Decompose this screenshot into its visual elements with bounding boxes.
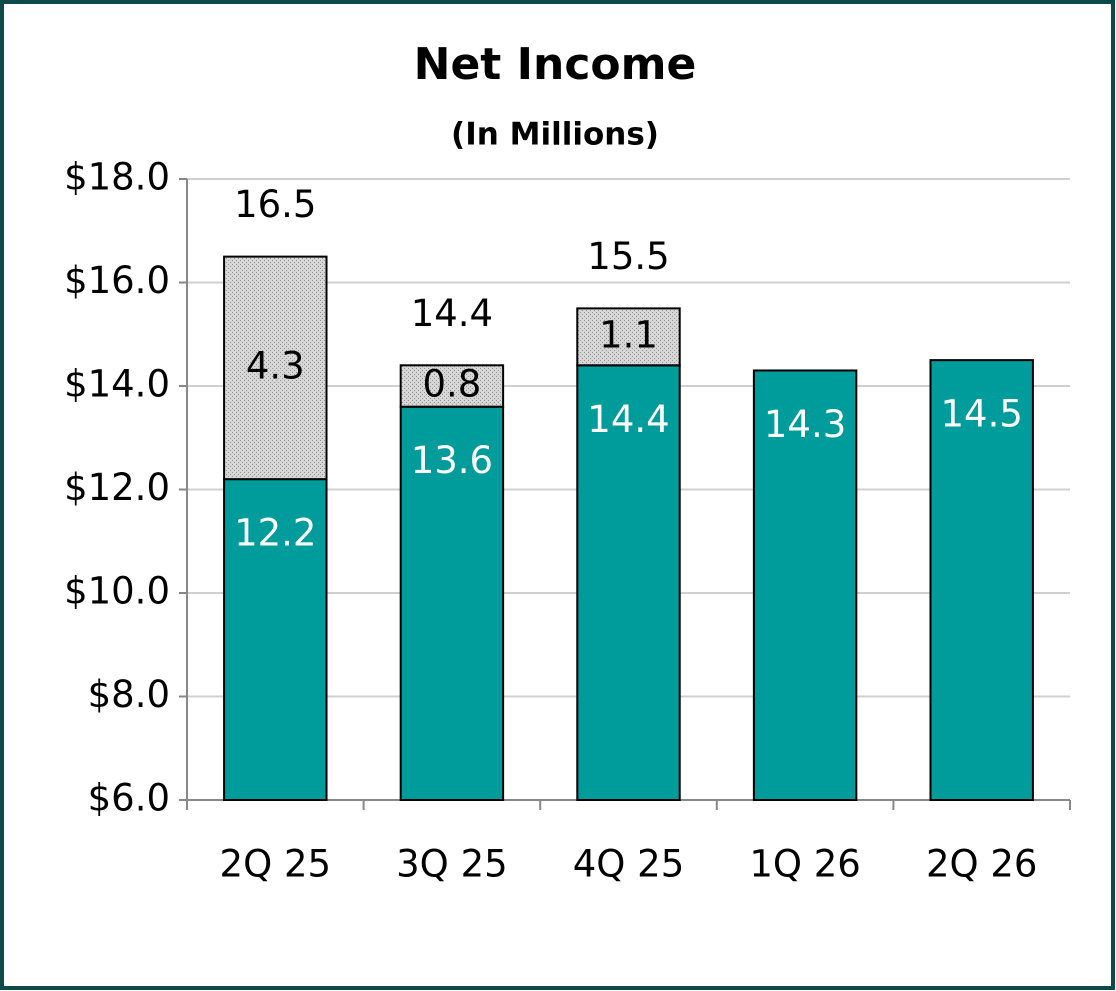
data-label: 4.3 <box>246 344 305 387</box>
bar-segment <box>399 364 505 408</box>
data-label: 14.3 <box>764 403 846 446</box>
x-tick-label: 3Q 25 <box>396 843 508 886</box>
total-label: 16.5 <box>234 183 316 226</box>
y-tick-label: $12.0 <box>64 466 170 509</box>
x-tick-label: 2Q 26 <box>926 843 1038 886</box>
chart-title: Net Income <box>414 39 697 90</box>
data-label: 14.4 <box>587 398 669 441</box>
total-label: 14.4 <box>411 292 493 335</box>
bar-segment <box>752 369 858 801</box>
data-label: 1.1 <box>599 313 658 356</box>
total-label: 15.5 <box>587 235 669 278</box>
x-tick-label: 1Q 26 <box>749 843 861 886</box>
y-tick-label: $16.0 <box>64 259 170 302</box>
y-tick-label: $8.0 <box>88 673 170 716</box>
bar-segment <box>223 255 328 481</box>
x-tick-label: 4Q 25 <box>573 843 685 886</box>
bar-segment <box>929 359 1034 801</box>
data-label: 14.5 <box>941 393 1023 436</box>
y-tick-label: $10.0 <box>64 570 170 613</box>
bar-segment <box>576 307 681 367</box>
bar-segment <box>576 364 681 801</box>
bar-segment <box>223 478 328 801</box>
data-label: 0.8 <box>422 363 481 406</box>
data-label: 12.2 <box>234 512 316 555</box>
data-label: 13.6 <box>411 439 493 482</box>
x-tick-label: 2Q 25 <box>220 843 332 886</box>
y-tick-label: $14.0 <box>64 363 170 406</box>
chart-subtitle: (In Millions) <box>451 117 659 153</box>
y-tick-label: $18.0 <box>64 156 170 199</box>
y-tick-label: $6.0 <box>88 777 170 820</box>
